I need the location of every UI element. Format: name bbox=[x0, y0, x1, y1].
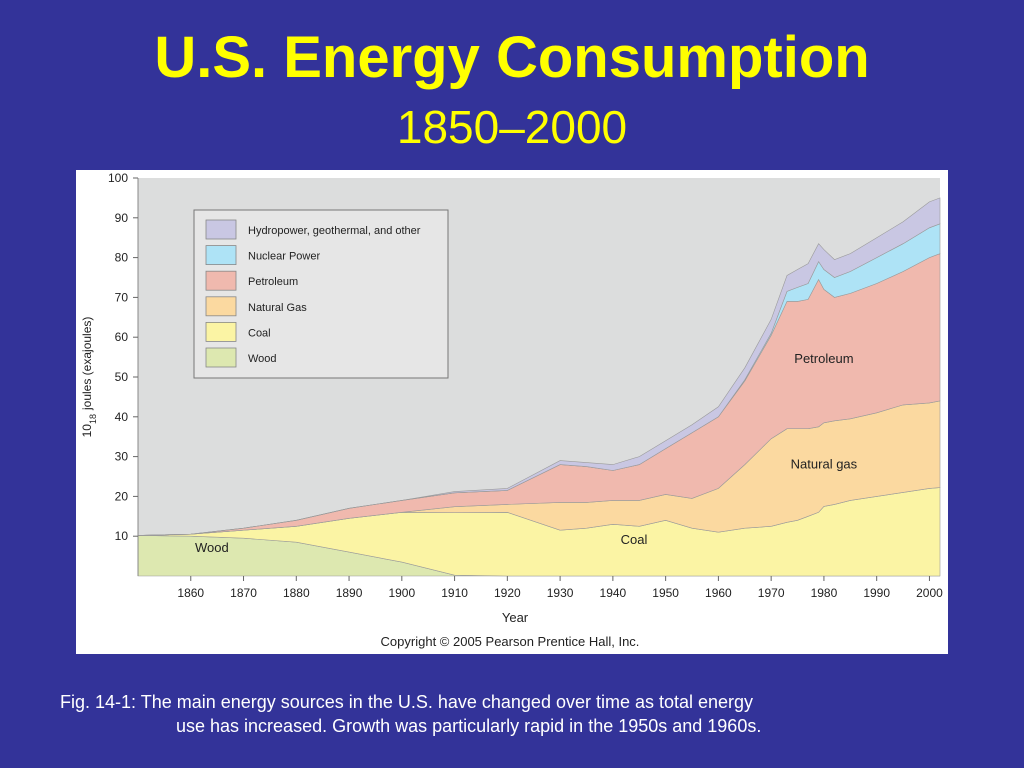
legend: Hydropower, geothermal, and other Nuclear… bbox=[193, 209, 449, 379]
y-ticks: 10 20 30 40 50 60 70 80 90 100 bbox=[108, 171, 138, 543]
x-tick-label: 1900 bbox=[388, 586, 415, 600]
x-tick-label: 1960 bbox=[705, 586, 732, 600]
y-tick-label: 100 bbox=[108, 171, 128, 185]
legend-swatch-petroleum bbox=[205, 270, 237, 291]
energy-chart: 10 20 30 40 50 60 70 80 90 100 1860 1870 1880 1890 19… bbox=[80, 171, 943, 649]
y-axis-label-rest: joules (exajoules) bbox=[80, 317, 94, 411]
x-tick-label: 1950 bbox=[652, 586, 679, 600]
area-layers bbox=[137, 197, 941, 577]
x-tick-label: 1940 bbox=[600, 586, 627, 600]
y-axis-label-base: 10 bbox=[80, 424, 94, 438]
y-tick-label: 50 bbox=[115, 370, 129, 384]
caption-line-1: Fig. 14-1: The main energy sources in th… bbox=[60, 692, 754, 712]
y-tick-label: 10 bbox=[115, 529, 129, 543]
caption-line-2: use has increased. Growth was particular… bbox=[176, 716, 762, 736]
x-tick-label: 2000 bbox=[916, 586, 943, 600]
legend-swatch-nuclear bbox=[205, 245, 237, 265]
y-tick-label: 80 bbox=[115, 251, 129, 265]
y-tick-label: 20 bbox=[115, 489, 129, 503]
y-tick-label: 70 bbox=[115, 290, 129, 304]
y-tick-label: 90 bbox=[115, 211, 129, 225]
chart-figure: 10 20 30 40 50 60 70 80 90 100 1860 1870 1880 1890 19… bbox=[76, 170, 948, 654]
y-tick-label: 60 bbox=[115, 330, 129, 344]
area-annotations: Wood Coal Natural gas Petroleum bbox=[195, 351, 858, 555]
x-tick-label: 1970 bbox=[758, 586, 785, 600]
y-axis-label: 1018 joules (exajoules) bbox=[80, 317, 98, 438]
y-axis-label-exponent: 18 bbox=[88, 414, 98, 424]
legend-swatch-coal bbox=[205, 321, 237, 342]
annotation-coal: Coal bbox=[621, 532, 648, 547]
annotation-petroleum: Petroleum bbox=[794, 351, 853, 366]
slide-subtitle: 1850–2000 bbox=[396, 101, 628, 153]
copyright-text: Copyright © 2005 Pearson Prentice Hall, … bbox=[381, 634, 640, 649]
y-tick-label: 30 bbox=[115, 450, 129, 464]
legend-items: Hydropower, geothermal, and other Nuclear… bbox=[205, 219, 421, 368]
x-tick-label: 1860 bbox=[177, 586, 204, 600]
legend-swatch-wood bbox=[205, 347, 237, 368]
x-tick-label: 1910 bbox=[441, 586, 468, 600]
area-hydro bbox=[137, 197, 941, 536]
x-tick-label: 1880 bbox=[283, 586, 310, 600]
legend-label-natural-gas: Natural Gas bbox=[248, 302, 307, 314]
x-tick-label: 1930 bbox=[547, 586, 574, 600]
legend-label-coal: Coal bbox=[248, 327, 271, 339]
legend-label-petroleum: Petroleum bbox=[248, 276, 298, 288]
legend-swatch-natural-gas bbox=[205, 296, 237, 317]
x-tick-label: 1870 bbox=[230, 586, 257, 600]
legend-label-hydro: Hydropower, geothermal, and other bbox=[248, 225, 421, 237]
legend-swatch-hydro bbox=[205, 219, 237, 240]
x-tick-label: 1980 bbox=[811, 586, 838, 600]
annotation-wood: Wood bbox=[195, 540, 229, 555]
figure-caption: Fig. 14-1: The main energy sources in th… bbox=[60, 690, 960, 738]
x-ticks: 1860 1870 1880 1890 1900 1910 1920 1930 1940 1950… bbox=[177, 576, 943, 600]
y-tick-label: 40 bbox=[115, 410, 129, 424]
x-tick-label: 1990 bbox=[863, 586, 890, 600]
x-tick-label: 1890 bbox=[336, 586, 363, 600]
legend-label-nuclear: Nuclear Power bbox=[248, 251, 320, 263]
legend-label-wood: Wood bbox=[248, 353, 277, 365]
slide-title: U.S. Energy Consumption bbox=[154, 25, 870, 90]
x-axis-label: Year bbox=[502, 610, 529, 625]
x-tick-label: 1920 bbox=[494, 586, 521, 600]
annotation-natural-gas: Natural gas bbox=[791, 457, 858, 472]
